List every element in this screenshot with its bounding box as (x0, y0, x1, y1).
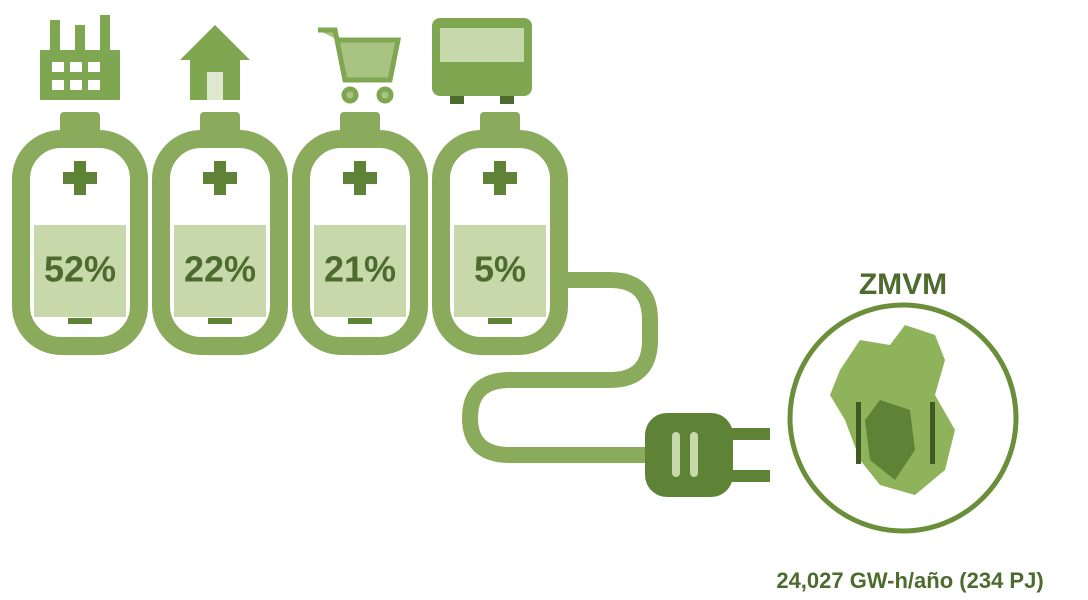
region-badge (787, 302, 1019, 534)
minus (488, 318, 512, 324)
factory-icon (40, 15, 120, 100)
house-icon (180, 25, 250, 100)
battery-percent: 22% (184, 249, 256, 290)
region-label: ZMVM (859, 268, 947, 301)
plus-v (494, 161, 506, 195)
minus (348, 318, 372, 324)
battery-level (454, 225, 546, 317)
plus-v (74, 161, 86, 195)
bus-icon (432, 18, 532, 104)
battery-percent: 5% (474, 249, 526, 290)
plus-v (214, 161, 226, 195)
cable (461, 272, 770, 497)
total-label: 24,027 GW-h/año (234 PJ) (776, 568, 1043, 593)
battery-level (34, 225, 126, 317)
plus-v (354, 161, 366, 195)
battery-level (174, 225, 266, 317)
battery-level (314, 225, 406, 317)
minus (208, 318, 232, 324)
battery-percent: 52% (44, 249, 116, 290)
battery-percent: 21% (324, 249, 396, 290)
minus (68, 318, 92, 324)
cart-icon (318, 27, 402, 104)
